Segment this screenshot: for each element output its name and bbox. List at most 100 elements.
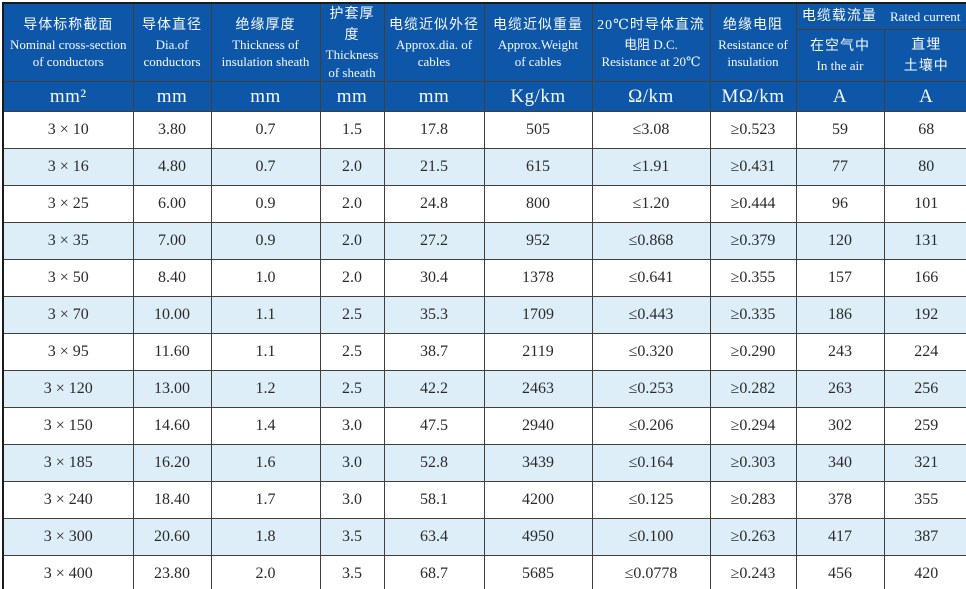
header-zh: 护套厚度 bbox=[329, 7, 375, 43]
data-cell: 7.00 bbox=[132, 222, 212, 261]
data-cell: 35.3 bbox=[383, 296, 485, 335]
data-cell: ≤0.641 bbox=[591, 259, 711, 298]
data-cell: 2.5 bbox=[319, 370, 385, 409]
data-cell: 3.5 bbox=[319, 555, 385, 589]
data-cell: ≥0.303 bbox=[709, 444, 797, 483]
data-cell: ≤0.0778 bbox=[591, 555, 711, 589]
data-cell: ≥0.263 bbox=[709, 518, 797, 557]
data-cell: 0.7 bbox=[210, 148, 321, 187]
data-cell: 1378 bbox=[483, 259, 593, 298]
data-cell: 3 × 35 bbox=[2, 222, 134, 261]
header-zh: 土壤中 bbox=[903, 58, 949, 74]
data-cell: 13.00 bbox=[132, 370, 212, 409]
data-cell: 4200 bbox=[483, 481, 593, 520]
data-cell: 80 bbox=[883, 148, 966, 187]
header-cell-approx-weight: 电缆近似重量 Approx.Weight of cables bbox=[483, 2, 593, 83]
data-cell: 18.40 bbox=[132, 481, 212, 520]
header-zh: 电缆近似外径 bbox=[389, 17, 479, 33]
header-cell-buried: 直埋 土壤中 bbox=[883, 29, 966, 83]
data-cell: 52.8 bbox=[383, 444, 485, 483]
data-cell: 2.5 bbox=[319, 333, 385, 372]
data-cell: 259 bbox=[883, 407, 966, 446]
header-zh: 绝缘厚度 bbox=[235, 17, 296, 33]
header-zh: 导体标称截面 bbox=[23, 17, 114, 33]
data-cell: ≤3.08 bbox=[591, 111, 711, 150]
table-row: 3 × 150 14.60 1.4 3.0 47.5 2940 ≤0.206 ≥0.294 30… bbox=[2, 407, 966, 446]
header-zh: 直埋 bbox=[911, 37, 942, 53]
header-en: conductors bbox=[143, 54, 201, 70]
data-cell: 3.0 bbox=[319, 481, 385, 520]
data-cell: 131 bbox=[883, 222, 966, 261]
data-cell: 1.1 bbox=[210, 333, 321, 372]
header-en: Dia.of bbox=[155, 36, 189, 52]
header-en: cables bbox=[417, 54, 451, 70]
unit-cell: MΩ/km bbox=[709, 81, 797, 113]
unit-cell: Kg/km bbox=[483, 81, 593, 113]
data-cell: 387 bbox=[883, 518, 966, 557]
data-cell: ≤0.100 bbox=[591, 518, 711, 557]
table-row: 3 × 25 6.00 0.9 2.0 24.8 800 ≤1.20 ≥0.444 96 101 bbox=[2, 185, 966, 224]
header-en: Approx.dia. of bbox=[395, 36, 473, 52]
data-cell: 6.00 bbox=[132, 185, 212, 224]
table-row: 3 × 10 3.80 0.7 1.5 17.8 505 ≤3.08 ≥0.523 59 68 bbox=[2, 111, 966, 150]
header-cell-diameter: 导体直径 Dia.of conductors bbox=[132, 2, 212, 83]
data-cell: 21.5 bbox=[383, 148, 485, 187]
data-cell: 224 bbox=[883, 333, 966, 372]
data-cell: 1.2 bbox=[210, 370, 321, 409]
table-row: 3 × 35 7.00 0.9 2.0 27.2 952 ≤0.868 ≥0.379 120 13… bbox=[2, 222, 966, 261]
data-cell: 27.2 bbox=[383, 222, 485, 261]
table-row: 3 × 240 18.40 1.7 3.0 58.1 4200 ≤0.125 ≥0.283 37… bbox=[2, 481, 966, 520]
unit-cell: A bbox=[795, 81, 885, 113]
data-cell: ≤0.868 bbox=[591, 222, 711, 261]
header-zh: 导体直径 bbox=[142, 17, 202, 33]
unit-cell: A bbox=[883, 81, 966, 113]
data-cell: 2.0 bbox=[319, 148, 385, 187]
data-cell: 4.80 bbox=[132, 148, 212, 187]
table-row: 3 × 185 16.20 1.6 3.0 52.8 3439 ≤0.164 ≥0.303 34… bbox=[2, 444, 966, 483]
data-cell: ≤1.20 bbox=[591, 185, 711, 224]
data-cell: 101 bbox=[883, 185, 966, 224]
header-en: Thickness of bbox=[232, 36, 299, 52]
data-cell: 16.20 bbox=[132, 444, 212, 483]
data-cell: 3 × 120 bbox=[2, 370, 134, 409]
header-en: of sheath bbox=[328, 64, 376, 80]
table-row: 3 × 300 20.60 1.8 3.5 63.4 4950 ≤0.100 ≥0.263 41… bbox=[2, 518, 966, 557]
unit-cell: mm² bbox=[2, 81, 134, 113]
table-row: 3 × 95 11.60 1.1 2.5 38.7 2119 ≤0.320 ≥0.290 243… bbox=[2, 333, 966, 372]
data-cell: 2463 bbox=[483, 370, 593, 409]
data-cell: 47.5 bbox=[383, 407, 485, 446]
data-cell: 30.4 bbox=[383, 259, 485, 298]
table-row: 3 × 70 10.00 1.1 2.5 35.3 1709 ≤0.443 ≥0.335 186… bbox=[2, 296, 966, 335]
data-cell: 68.7 bbox=[383, 555, 485, 589]
data-cell: ≥0.355 bbox=[709, 259, 797, 298]
unit-cell: mm bbox=[132, 81, 212, 113]
table-header: 导体标称截面 Nominal cross-section of conducto… bbox=[2, 2, 966, 113]
header-cell-sheath-thickness: 护套厚度 Thickness of sheath bbox=[319, 2, 385, 83]
header-en: 电阻 D.C. bbox=[624, 36, 678, 52]
data-cell: 340 bbox=[795, 444, 885, 483]
data-cell: 3.80 bbox=[132, 111, 212, 150]
header-cell-approx-dia: 电缆近似外径 Approx.dia. of cables bbox=[383, 2, 485, 83]
data-cell: 1.0 bbox=[210, 259, 321, 298]
data-cell: ≤0.253 bbox=[591, 370, 711, 409]
data-cell: 1.5 bbox=[319, 111, 385, 150]
data-cell: 4950 bbox=[483, 518, 593, 557]
data-cell: 20.60 bbox=[132, 518, 212, 557]
data-cell: 5685 bbox=[483, 555, 593, 589]
data-cell: 243 bbox=[795, 333, 885, 372]
data-cell: 3 × 150 bbox=[2, 407, 134, 446]
data-cell: 3.0 bbox=[319, 407, 385, 446]
units-row: mm² mm mm mm mm Kg/km Ω/km MΩ/km A A bbox=[2, 81, 966, 113]
table-row: 3 × 120 13.00 1.2 2.5 42.2 2463 ≤0.253 ≥0.282 26… bbox=[2, 370, 966, 409]
data-cell: 38.7 bbox=[383, 333, 485, 372]
data-cell: ≥0.379 bbox=[709, 222, 797, 261]
data-cell: 1.4 bbox=[210, 407, 321, 446]
data-cell: 59 bbox=[795, 111, 885, 150]
data-cell: 120 bbox=[795, 222, 885, 261]
data-cell: 456 bbox=[795, 555, 885, 589]
unit-cell: mm bbox=[210, 81, 321, 113]
header-zh: 绝缘电阻 bbox=[723, 17, 783, 33]
data-cell: 321 bbox=[883, 444, 966, 483]
header-zh: 电缆近似重量 bbox=[493, 17, 583, 33]
